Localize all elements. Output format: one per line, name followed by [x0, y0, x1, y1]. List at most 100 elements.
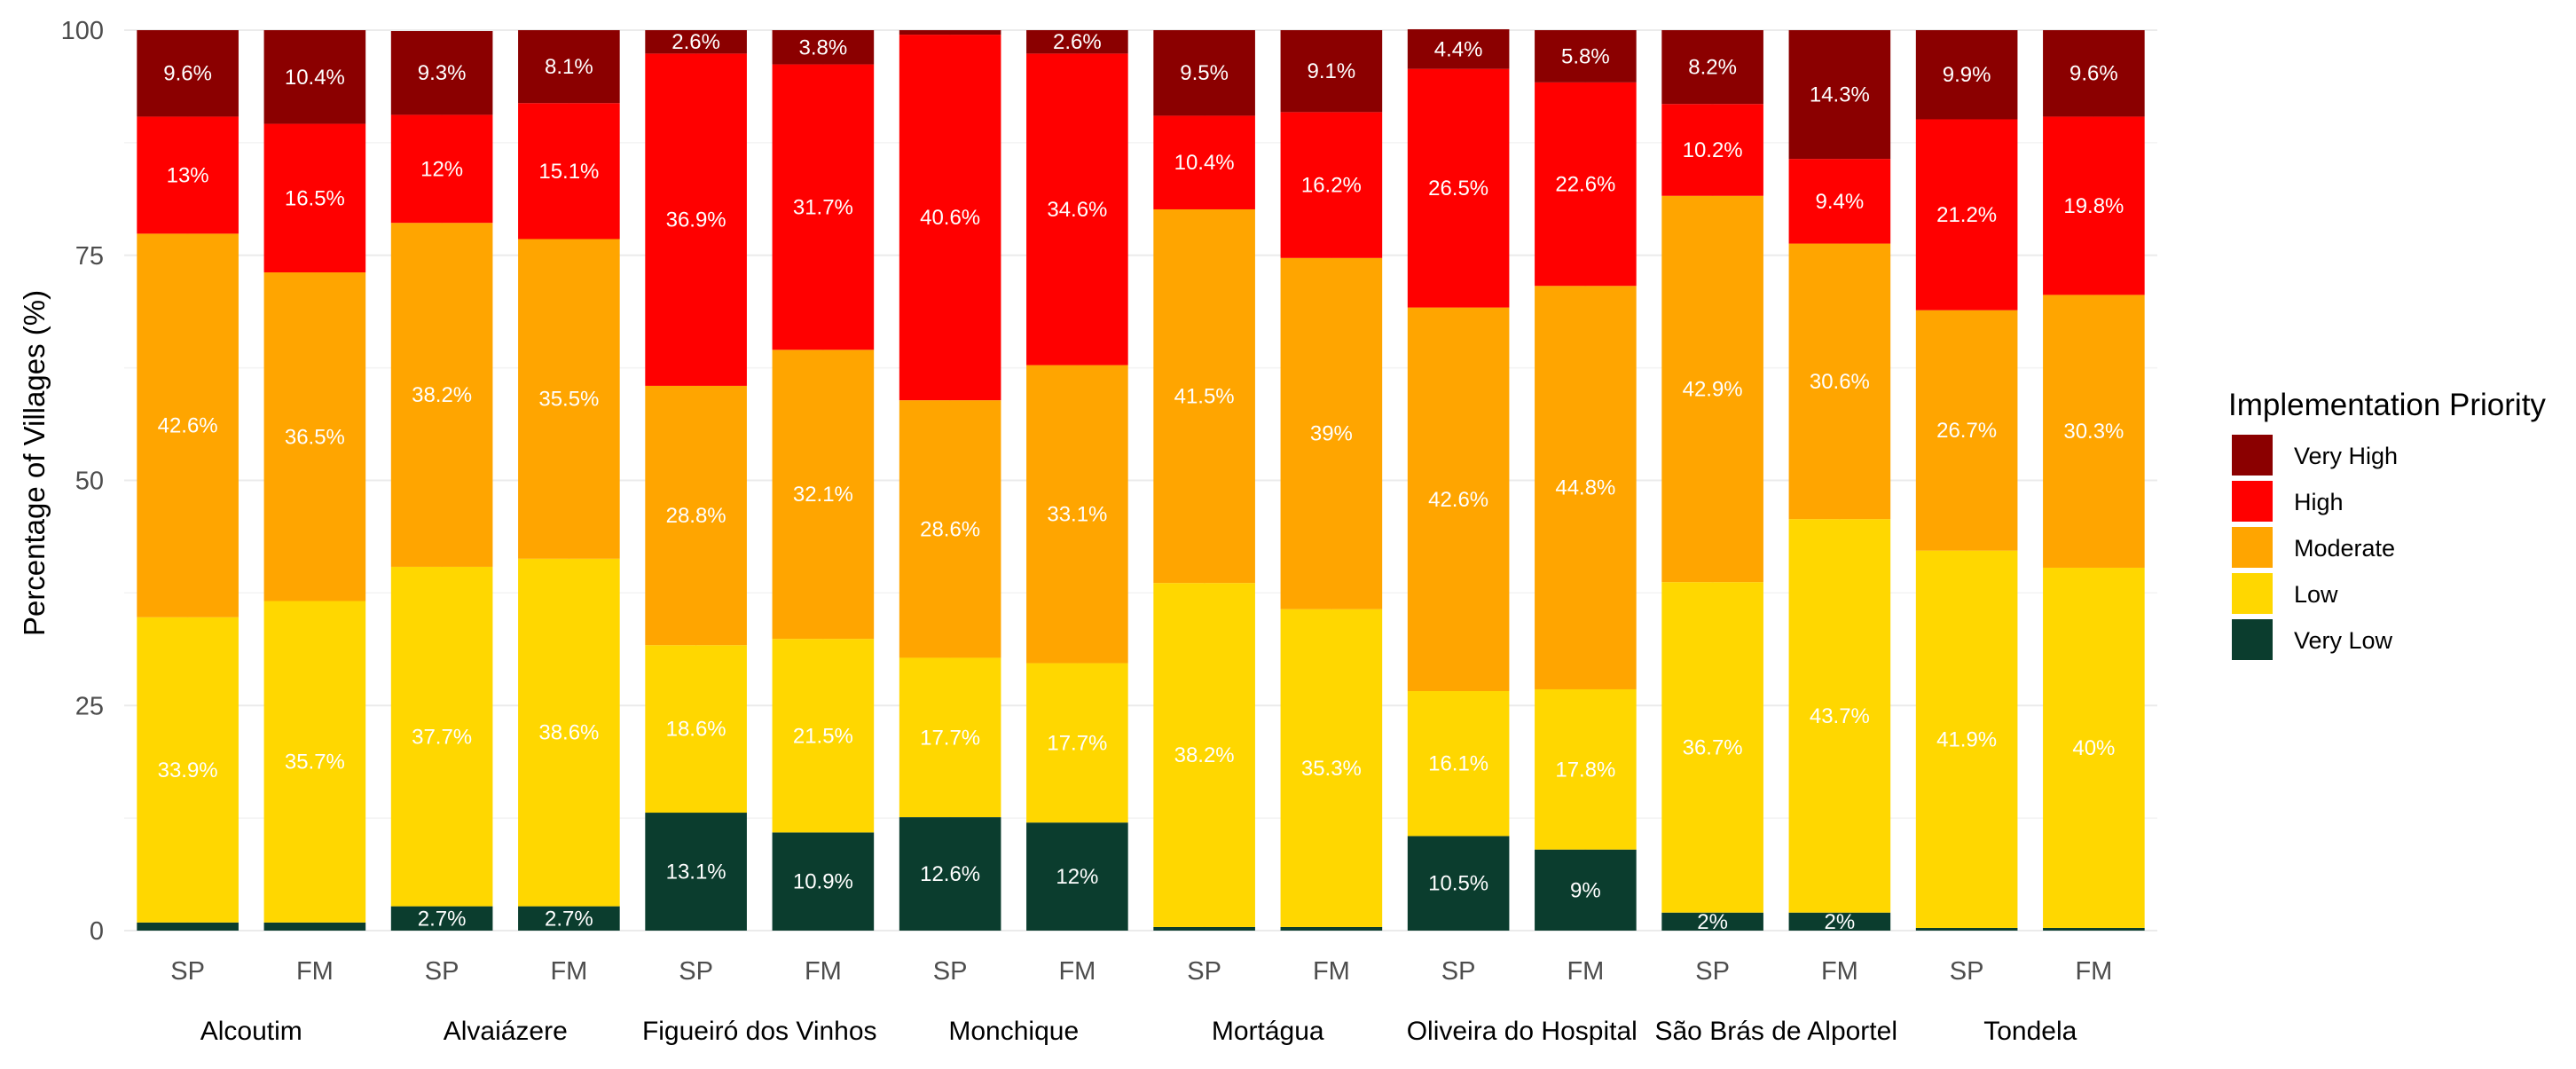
x-tick-label: SP	[1695, 957, 1730, 986]
segment-label: 30.6%	[1810, 370, 1870, 394]
legend-title: Implementation Priority	[2228, 388, 2546, 422]
bar-segment-high	[2043, 116, 2145, 295]
segment-label: 10.5%	[1428, 872, 1488, 896]
bar-segment-very-high	[1788, 30, 1891, 160]
segment-label: 2.7%	[545, 907, 593, 931]
x-tick-label: FM	[2075, 957, 2112, 986]
segment-label: 30.3%	[2063, 420, 2124, 444]
bar-segment-very-low	[1535, 849, 1637, 931]
bar-segment-low	[518, 558, 620, 907]
bar-segment-very-high	[1280, 30, 1383, 113]
y-tick-label: 50	[75, 468, 104, 496]
segment-label: 35.3%	[1301, 757, 1362, 781]
segment-label: 33.9%	[158, 759, 218, 782]
bar-segment-high	[1026, 53, 1128, 366]
segment-label: 17.8%	[1555, 758, 1615, 782]
bar-segment-moderate	[390, 223, 493, 567]
segment-label: 9.9%	[1943, 63, 1991, 87]
bar-segment-very-low	[645, 813, 747, 931]
y-axis: 0 25 50 75 100	[61, 17, 104, 946]
x-tick-label: SP	[170, 957, 205, 986]
legend-label-moderate: Moderate	[2294, 535, 2395, 562]
segment-label: 9%	[1570, 878, 1601, 902]
bar-segment-high	[1788, 159, 1891, 244]
group-label: Alvaiázere	[444, 1017, 568, 1046]
bar-segment-high	[518, 103, 620, 240]
segment-label: 8.1%	[545, 55, 593, 79]
segment-label: 38.6%	[538, 721, 599, 745]
bar-segment-very-low	[1661, 912, 1763, 931]
bar-segment-very-low	[137, 922, 239, 931]
bar-segment-very-low	[1407, 836, 1510, 931]
bar-segment-high	[137, 116, 239, 234]
y-tick-label: 0	[90, 917, 104, 946]
bar-segment-moderate	[263, 272, 366, 601]
bar-segment-low	[1153, 583, 1255, 927]
bar-segment-very-high	[263, 30, 366, 124]
segment-label: 14.3%	[1810, 83, 1870, 107]
segment-label: 41.9%	[1936, 727, 1997, 751]
segment-label: 3.8%	[799, 35, 848, 59]
bar-segment-high	[390, 114, 493, 224]
segment-label: 15.1%	[538, 160, 599, 184]
segment-label: 21.5%	[793, 724, 853, 748]
segment-label: 36.7%	[1683, 735, 1743, 759]
bar-segment-very-low	[1280, 926, 1383, 931]
bar-segment-moderate	[137, 233, 239, 617]
x-tick-label: SP	[933, 957, 968, 986]
legend-swatch-very-low	[2232, 619, 2273, 660]
segment-label: 41.5%	[1174, 385, 1235, 409]
bar-segment-low	[1026, 663, 1128, 823]
bar-segment-very-low	[1026, 822, 1128, 931]
segment-label: 9.6%	[2069, 62, 2118, 86]
segment-label: 22.6%	[1555, 173, 1615, 197]
legend-label-low: Low	[2294, 581, 2338, 608]
x-tick-label: SP	[1950, 957, 1984, 986]
segment-label: 4.4%	[1434, 37, 1483, 61]
bar-segment-very-low	[1788, 912, 1891, 931]
bar-segment-very-high	[2043, 30, 2145, 117]
x-tick-label: FM	[1058, 957, 1096, 986]
bar-segment-very-high	[390, 31, 493, 115]
bar-segment-high	[1661, 104, 1763, 196]
group-label: São Brás de Alportel	[1654, 1017, 1897, 1046]
segment-label: 8.2%	[1688, 56, 1737, 80]
segment-label: 2.6%	[671, 30, 720, 54]
segment-label: 13.1%	[666, 861, 726, 884]
bar-segment-moderate	[2043, 295, 2145, 568]
x-axis: SP FM SP FM SP FM SP FM SP FM SP FM SP FM SP FM Alcoutim…	[170, 957, 2112, 1046]
bar-segment-moderate	[1026, 365, 1128, 664]
x-tick-label: FM	[1313, 957, 1350, 986]
bar-segment-very-high	[772, 30, 875, 65]
bar-segment-very-low	[2043, 927, 2145, 931]
segment-label: 10.4%	[1174, 151, 1235, 175]
segment-label: 38.2%	[1174, 743, 1235, 767]
group-label: Tondela	[1983, 1017, 2077, 1046]
x-tick-label: FM	[1567, 957, 1604, 986]
y-tick-label: 75	[75, 242, 104, 271]
segment-label: 40.6%	[920, 206, 980, 230]
bar-segment-low	[390, 566, 493, 907]
bar-segment-high	[1153, 115, 1255, 209]
segment-label: 36.5%	[285, 425, 345, 449]
y-axis-title: Percentage of Villages (%)	[18, 290, 51, 636]
segment-label: 32.1%	[793, 483, 853, 507]
legend-swatch-moderate	[2232, 527, 2273, 568]
bar-segment-very-high	[1915, 30, 2018, 120]
bar-segment-moderate	[772, 350, 875, 640]
bar-segment-very-high	[899, 30, 1001, 35]
segment-label: 9.4%	[1816, 190, 1865, 214]
bar-segment-moderate	[899, 400, 1001, 658]
segment-label: 2%	[1697, 910, 1728, 934]
legend-swatch-very-high	[2232, 435, 2273, 476]
segment-label: 42.6%	[1428, 488, 1488, 512]
bar-segment-very-low	[1915, 927, 2018, 931]
segment-label: 9.5%	[1180, 61, 1229, 85]
bar-segment-very-high	[1153, 30, 1255, 116]
bar-segment-moderate	[1535, 286, 1637, 689]
bar-segment-moderate	[1915, 310, 2018, 551]
group-label: Alcoutim	[200, 1017, 302, 1046]
x-tick-label: SP	[679, 957, 713, 986]
bar-segment-very-high	[645, 30, 747, 54]
bar-segment-low	[1280, 609, 1383, 927]
